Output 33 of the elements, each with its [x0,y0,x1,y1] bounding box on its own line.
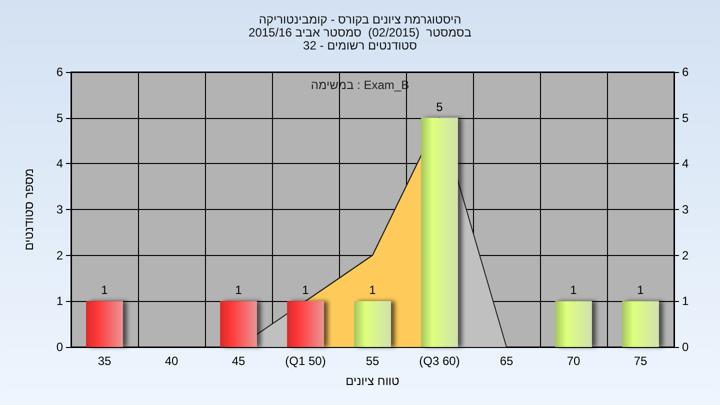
y-tick-label: 5 [56,110,64,125]
data-label: 1 [637,283,644,298]
chart-title: היסטוגרמת ציונים בקורס - קומבינטוריקה בסמסטר (02/2015) סמסטר אביב 2015/16 סטודנטים רשומים - 32 [248,12,472,52]
y-axis-title: מספר סטודנטים [22,168,36,251]
x-tick-label: 75 [634,354,648,368]
data-label: 1 [302,283,310,298]
data-label: 5 [436,100,444,114]
y-tick-label: 0 [56,340,64,354]
y2-tick-label: 5 [682,110,689,125]
x-tick-label: 55 [366,354,380,368]
data-label: 1 [101,283,108,298]
y2-tick-label: 6 [682,65,689,79]
x-tick-label: 70 [566,354,580,368]
y2-tick-label: 0 [682,340,689,354]
x-tick-label: 40 [164,354,178,368]
y2-tick-label: 4 [682,156,689,171]
data-label: 1 [369,283,376,298]
x-axis-title: טווח ציונים [346,374,400,388]
y-tick-label: 4 [56,156,64,171]
x-tick-label: 45 [232,354,246,368]
data-label: 1 [570,283,578,298]
y-tick-label: 1 [56,294,64,308]
x-tick-label: 65 [500,354,514,368]
x-tick-label: (Q3 60) [419,354,460,368]
x-tick-label: 35 [98,354,112,368]
y2-tick-label: 3 [682,202,689,216]
data-label: 1 [235,283,242,298]
x-tick-label: (Q1 50) [285,354,326,368]
y2-tick-label: 2 [682,248,689,262]
y-tick-label: 2 [56,248,64,262]
y-tick-label: 3 [56,202,64,216]
y2-tick-label: 1 [682,294,689,308]
y-tick-label: 6 [56,65,64,79]
